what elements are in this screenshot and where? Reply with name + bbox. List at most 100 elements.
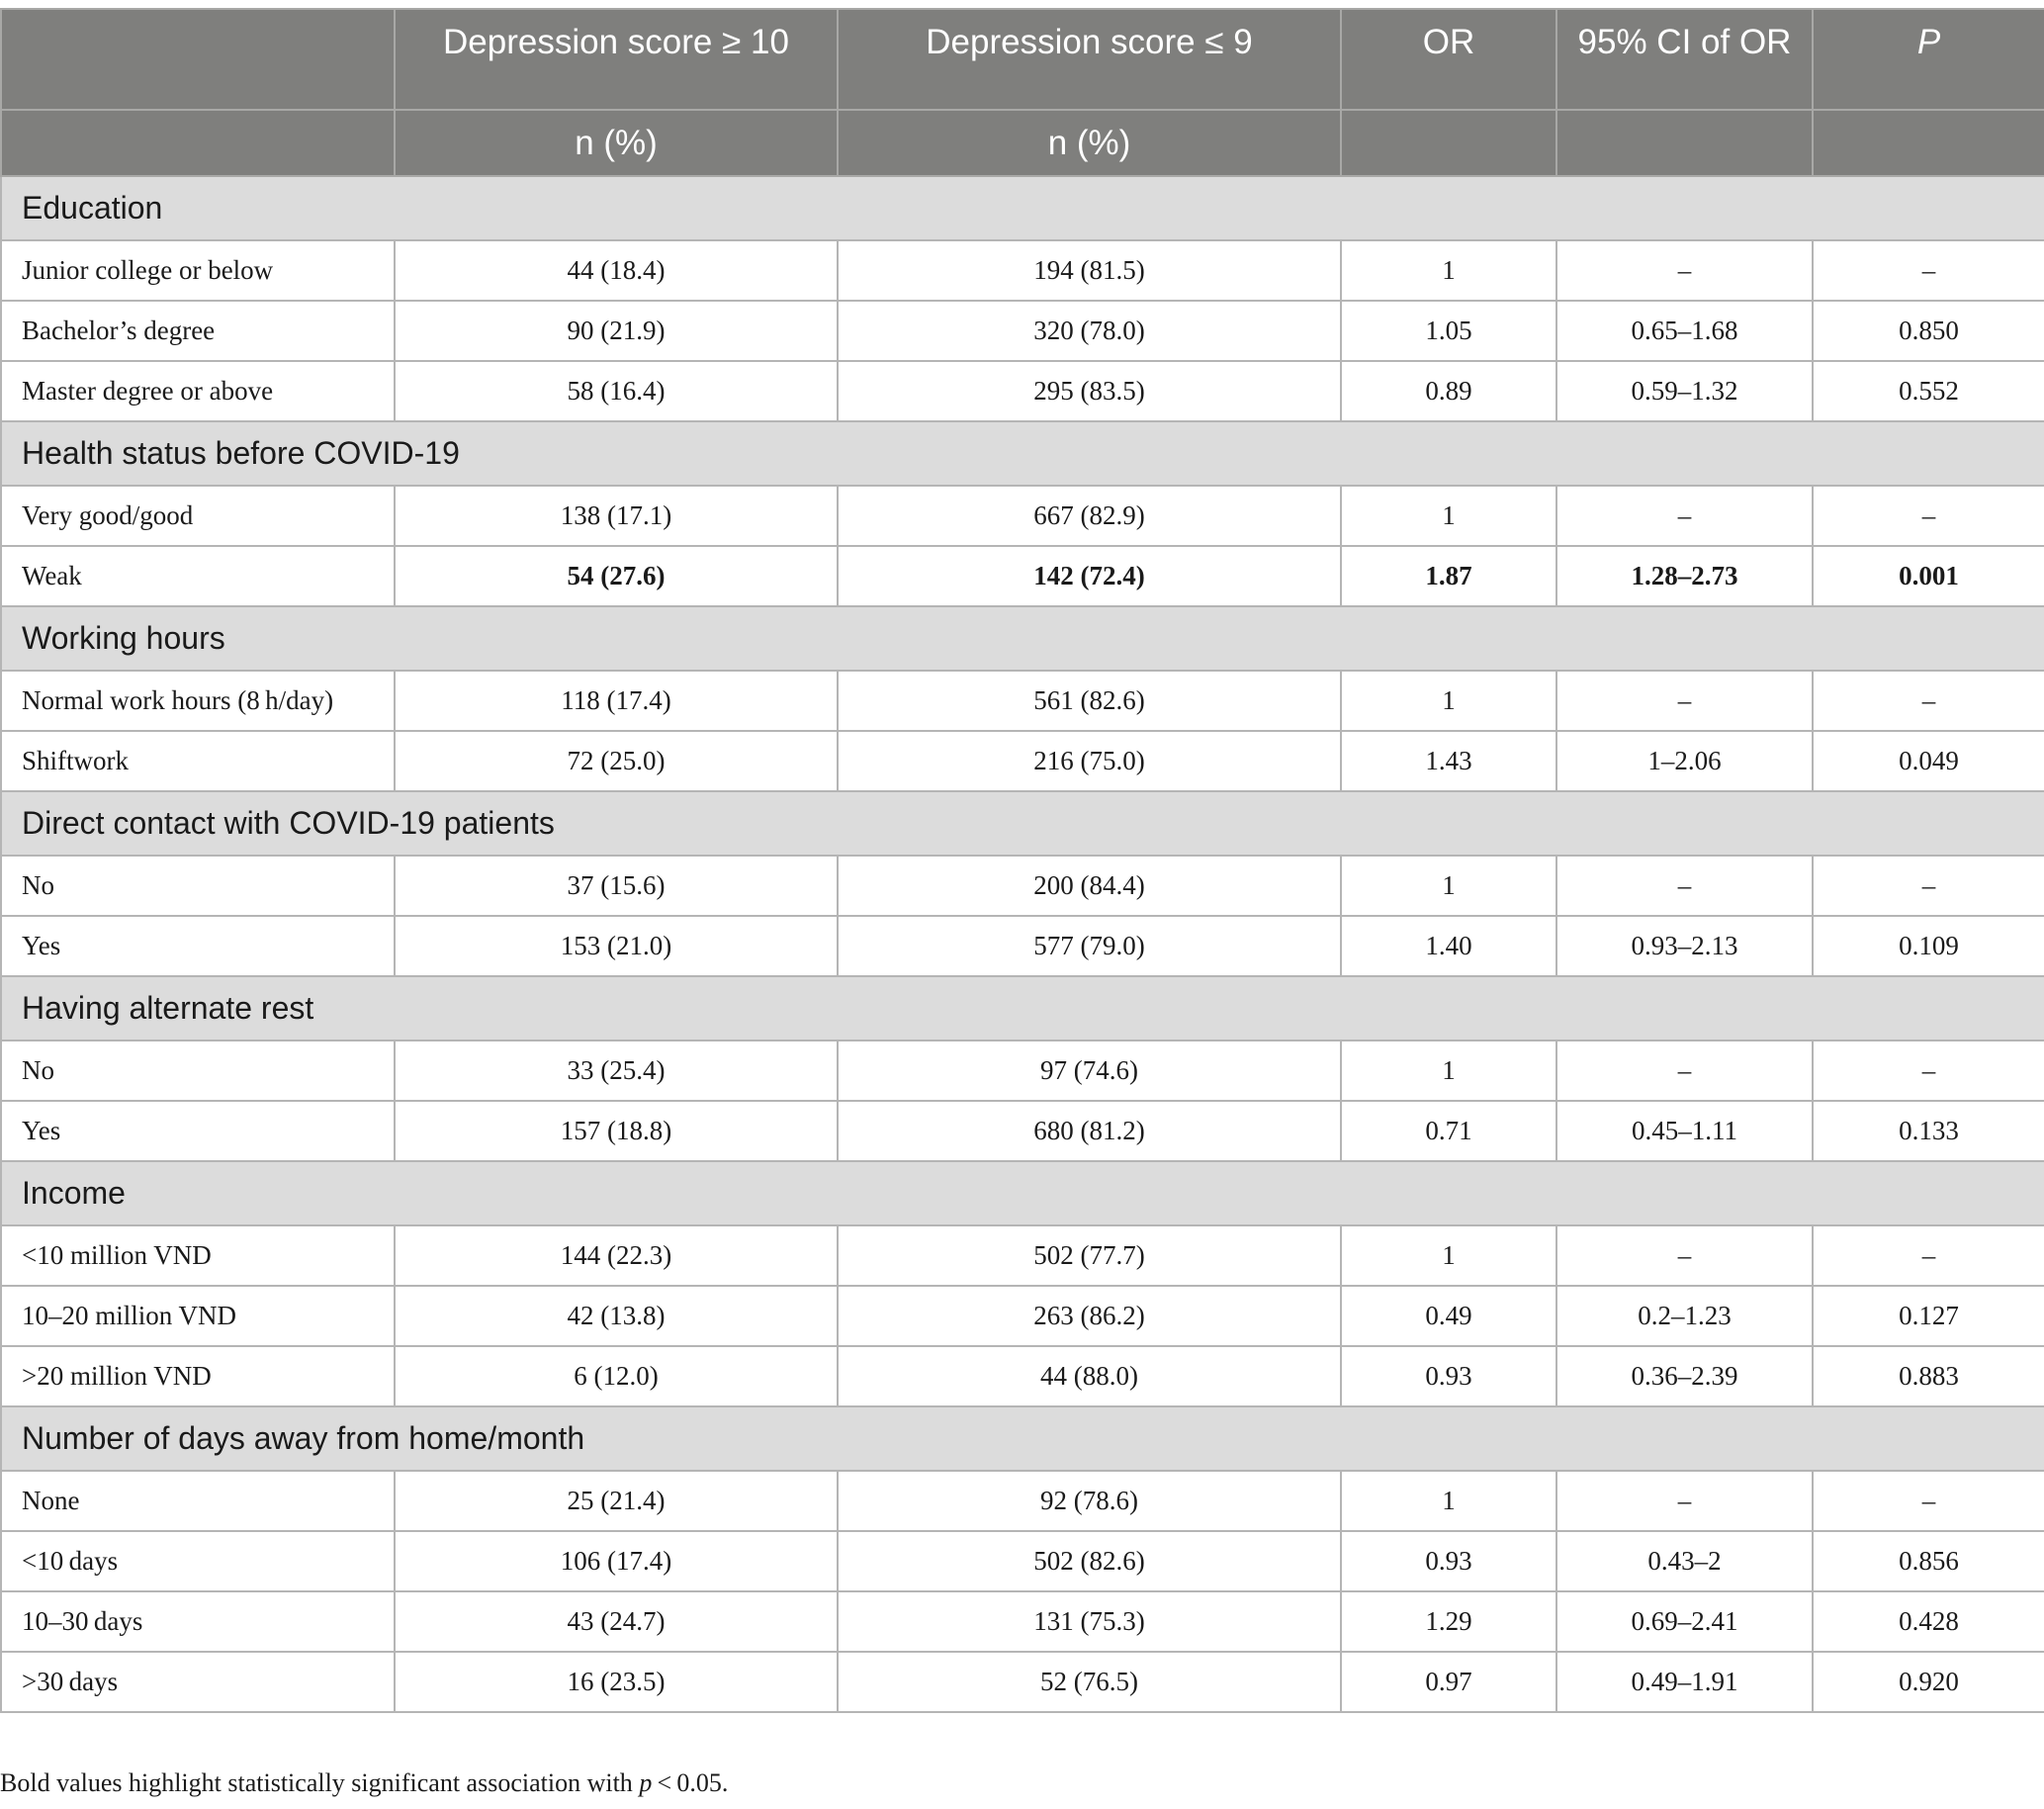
cell-ci: 1–2.06 xyxy=(1555,730,1814,792)
cell-or: 0.49 xyxy=(1340,1285,1557,1347)
row-label: 10–30 days xyxy=(0,1590,396,1653)
table-row: <10 days 106 (17.4) 502 (82.6) 0.93 0.43–2 0.… xyxy=(0,1530,2044,1592)
cell-ci: 0.65–1.68 xyxy=(1555,300,1814,362)
cell-depression-high: 37 (15.6) xyxy=(394,855,839,917)
row-label: Yes xyxy=(0,1100,396,1162)
cell-ci: 0.69–2.41 xyxy=(1555,1590,1814,1653)
subheader-n-percent-low: n (%) xyxy=(837,109,1342,177)
cell-or: 1 xyxy=(1340,670,1557,732)
cell-or: 1 xyxy=(1340,485,1557,547)
cell-ci: 0.43–2 xyxy=(1555,1530,1814,1592)
row-label: Yes xyxy=(0,915,396,977)
cell-depression-low: 97 (74.6) xyxy=(837,1040,1342,1102)
cell-depression-high: 44 (18.4) xyxy=(394,239,839,302)
row-label: No xyxy=(0,855,396,917)
cell-depression-high: 54 (27.6) xyxy=(394,545,839,607)
cell-depression-low: 216 (75.0) xyxy=(837,730,1342,792)
row-label: >20 million VND xyxy=(0,1345,396,1407)
cell-p: 0.883 xyxy=(1812,1345,2044,1407)
table-row: None 25 (21.4) 92 (78.6) 1– – xyxy=(0,1470,2044,1532)
cell-p: 0.552 xyxy=(1812,360,2044,422)
cell-depression-low: 502 (77.7) xyxy=(837,1224,1342,1287)
results-table-container: Depression score ≥ 10 Depression score ≤… xyxy=(0,8,2044,1713)
header-row: Depression score ≥ 10 Depression score ≤… xyxy=(0,8,2044,111)
cell-depression-high: 16 (23.5) xyxy=(394,1651,839,1713)
table-header: Depression score ≥ 10 Depression score ≤… xyxy=(0,8,2044,177)
cell-depression-low: 92 (78.6) xyxy=(837,1470,1342,1532)
cell-depression-high: 118 (17.4) xyxy=(394,670,839,732)
cell-p: 0.049 xyxy=(1812,730,2044,792)
section-header-row: Income xyxy=(0,1160,2044,1226)
cell-depression-high: 144 (22.3) xyxy=(394,1224,839,1287)
section-title: Health status before COVID-19 xyxy=(0,420,2044,487)
row-label: No xyxy=(0,1040,396,1102)
table-row: Weak 54 (27.6) 142 (72.4) 1.87 1.28–2.73 0.00… xyxy=(0,545,2044,607)
cell-ci: – xyxy=(1555,1224,1814,1287)
cell-p: – xyxy=(1812,670,2044,732)
cell-or: 0.89 xyxy=(1340,360,1557,422)
row-label: Very good/good xyxy=(0,485,396,547)
section-header-row: Having alternate rest xyxy=(0,975,2044,1041)
cell-or: 0.93 xyxy=(1340,1530,1557,1592)
table-row: No 33 (25.4) 97 (74.6) 1– – xyxy=(0,1040,2044,1102)
cell-depression-low: 44 (88.0) xyxy=(837,1345,1342,1407)
footnote: Bold values highlight statistically sign… xyxy=(0,1768,728,1798)
cell-p: 0.428 xyxy=(1812,1590,2044,1653)
cell-or: 0.97 xyxy=(1340,1651,1557,1713)
cell-p: – xyxy=(1812,855,2044,917)
cell-depression-low: 667 (82.9) xyxy=(837,485,1342,547)
table-row: 10–30 days 43 (24.7) 131 (75.3) 1.29 0.69–2.… xyxy=(0,1590,2044,1653)
cell-p: 0.133 xyxy=(1812,1100,2044,1162)
cell-ci: – xyxy=(1555,485,1814,547)
section-title: Working hours xyxy=(0,605,2044,672)
cell-depression-low: 295 (83.5) xyxy=(837,360,1342,422)
section-title: Direct contact with COVID-19 patients xyxy=(0,790,2044,857)
header-or: OR xyxy=(1340,8,1557,111)
table-row: Shiftwork 72 (25.0) 216 (75.0) 1.43 1–2.06 0.… xyxy=(0,730,2044,792)
cell-depression-high: 33 (25.4) xyxy=(394,1040,839,1102)
cell-depression-high: 72 (25.0) xyxy=(394,730,839,792)
cell-ci: – xyxy=(1555,1040,1814,1102)
table-row: Master degree or above 58 (16.4) 295 (83.5… xyxy=(0,360,2044,422)
section-title: Education xyxy=(0,175,2044,241)
cell-ci: 0.49–1.91 xyxy=(1555,1651,1814,1713)
cell-p: 0.850 xyxy=(1812,300,2044,362)
cell-ci: – xyxy=(1555,670,1814,732)
cell-depression-low: 561 (82.6) xyxy=(837,670,1342,732)
cell-depression-high: 25 (21.4) xyxy=(394,1470,839,1532)
cell-depression-high: 157 (18.8) xyxy=(394,1100,839,1162)
table-row: >30 days 16 (23.5) 52 (76.5) 0.97 0.49–1.91 0… xyxy=(0,1651,2044,1713)
table-row: Normal work hours (8 h/day) 118 (17.4) 561… xyxy=(0,670,2044,732)
cell-depression-high: 153 (21.0) xyxy=(394,915,839,977)
section-title: Number of days away from home/month xyxy=(0,1405,2044,1472)
row-label: Master degree or above xyxy=(0,360,396,422)
row-label: 10–20 million VND xyxy=(0,1285,396,1347)
section-header-row: Working hours xyxy=(0,605,2044,672)
cell-depression-low: 142 (72.4) xyxy=(837,545,1342,607)
cell-p: 0.109 xyxy=(1812,915,2044,977)
cell-depression-low: 263 (86.2) xyxy=(837,1285,1342,1347)
section-header-row: Health status before COVID-19 xyxy=(0,420,2044,487)
section-title: Income xyxy=(0,1160,2044,1226)
section-header-row: Number of days away from home/month xyxy=(0,1405,2044,1472)
cell-p: 0.127 xyxy=(1812,1285,2044,1347)
section-header-row: Direct contact with COVID-19 patients xyxy=(0,790,2044,857)
row-label: <10 days xyxy=(0,1530,396,1592)
header-p: P xyxy=(1812,8,2044,111)
cell-or: 0.93 xyxy=(1340,1345,1557,1407)
cell-p: – xyxy=(1812,1224,2044,1287)
header-ci: 95% CI of OR xyxy=(1555,8,1814,111)
subheader-blank-ci xyxy=(1555,109,1814,177)
table-row: Junior college or below 44 (18.4) 194 (81.… xyxy=(0,239,2044,302)
cell-depression-high: 58 (16.4) xyxy=(394,360,839,422)
cell-ci: 0.2–1.23 xyxy=(1555,1285,1814,1347)
header-depression-high: Depression score ≥ 10 xyxy=(394,8,839,111)
footnote-suffix: < 0.05. xyxy=(652,1768,729,1797)
cell-p: – xyxy=(1812,1040,2044,1102)
cell-p: – xyxy=(1812,1470,2044,1532)
cell-ci: 0.45–1.11 xyxy=(1555,1100,1814,1162)
table-row: Yes 153 (21.0) 577 (79.0) 1.40 0.93–2.13 0.10… xyxy=(0,915,2044,977)
cell-depression-low: 502 (82.6) xyxy=(837,1530,1342,1592)
cell-or: 1.05 xyxy=(1340,300,1557,362)
cell-depression-high: 43 (24.7) xyxy=(394,1590,839,1653)
